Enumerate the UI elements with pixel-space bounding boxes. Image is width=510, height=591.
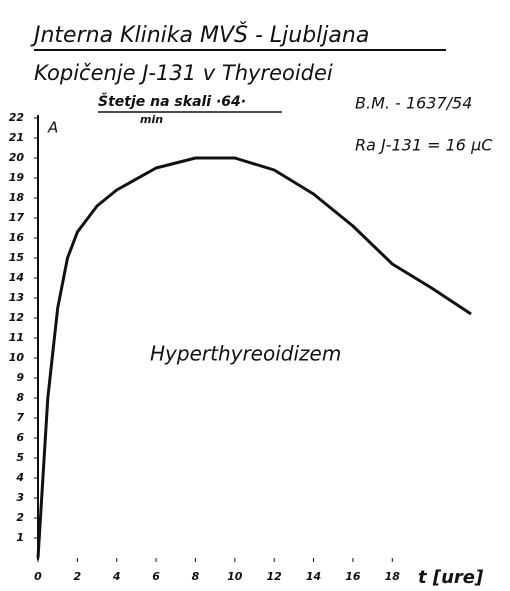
y-tick-label: 18 — [9, 191, 25, 204]
y-tick-label: 19 — [9, 171, 25, 184]
annotation: Štetje na skali ·64· — [98, 92, 246, 110]
y-tick-label: 21 — [9, 131, 24, 144]
y-tick-label: 11 — [9, 331, 24, 344]
annotation: min — [140, 113, 163, 126]
y-tick-label: 8 — [16, 391, 24, 404]
x-tick-label: 4 — [112, 570, 121, 583]
y-axis-label: A — [47, 119, 58, 137]
y-tick-label: 20 — [9, 151, 25, 164]
y-tick-label: 4 — [15, 471, 24, 484]
y-tick-label: 6 — [16, 431, 24, 444]
x-tick-label: 6 — [152, 570, 160, 583]
y-tick-label: 3 — [16, 491, 24, 504]
annotation: Hyperthyreoidizem — [150, 342, 341, 366]
annotation: Ra J-131 = 16 μC — [355, 136, 493, 155]
y-tick-label: 12 — [9, 311, 25, 324]
x-axis-label: t [ure] — [418, 567, 484, 588]
x-tick-label: 12 — [267, 570, 283, 583]
y-tick-label: 22 — [9, 111, 25, 124]
y-tick-label: 13 — [9, 291, 25, 304]
y-tick-label: 9 — [16, 371, 24, 384]
y-tick-label: 2 — [16, 511, 24, 524]
x-tick-label: 2 — [74, 570, 82, 583]
x-tick-label: 10 — [227, 570, 243, 583]
y-tick-label: 5 — [16, 451, 24, 464]
x-tick-label: 16 — [345, 570, 361, 583]
x-tick-label: 0 — [34, 570, 42, 583]
y-tick-label: 1 — [16, 531, 24, 544]
chart-title: Jnterna Klinika MVŠ - Ljubljana — [30, 22, 369, 48]
y-tick-label: 10 — [9, 351, 25, 364]
y-tick-label: 16 — [9, 231, 25, 244]
chart: Jnterna Klinika MVŠ - Ljubljana Kopičenj… — [0, 0, 510, 591]
y-tick-label: 7 — [16, 411, 24, 424]
y-tick-label: 15 — [9, 251, 25, 264]
x-tick-label: 14 — [306, 570, 321, 583]
annotation: B.M. - 1637/54 — [355, 94, 472, 113]
y-tick-label: 14 — [9, 271, 24, 284]
x-tick-label: 8 — [192, 570, 200, 583]
y-tick-label: 17 — [9, 211, 25, 224]
chart-subtitle: Kopičenje J-131 v Thyreoidei — [34, 61, 333, 85]
x-tick-label: 18 — [385, 570, 401, 583]
